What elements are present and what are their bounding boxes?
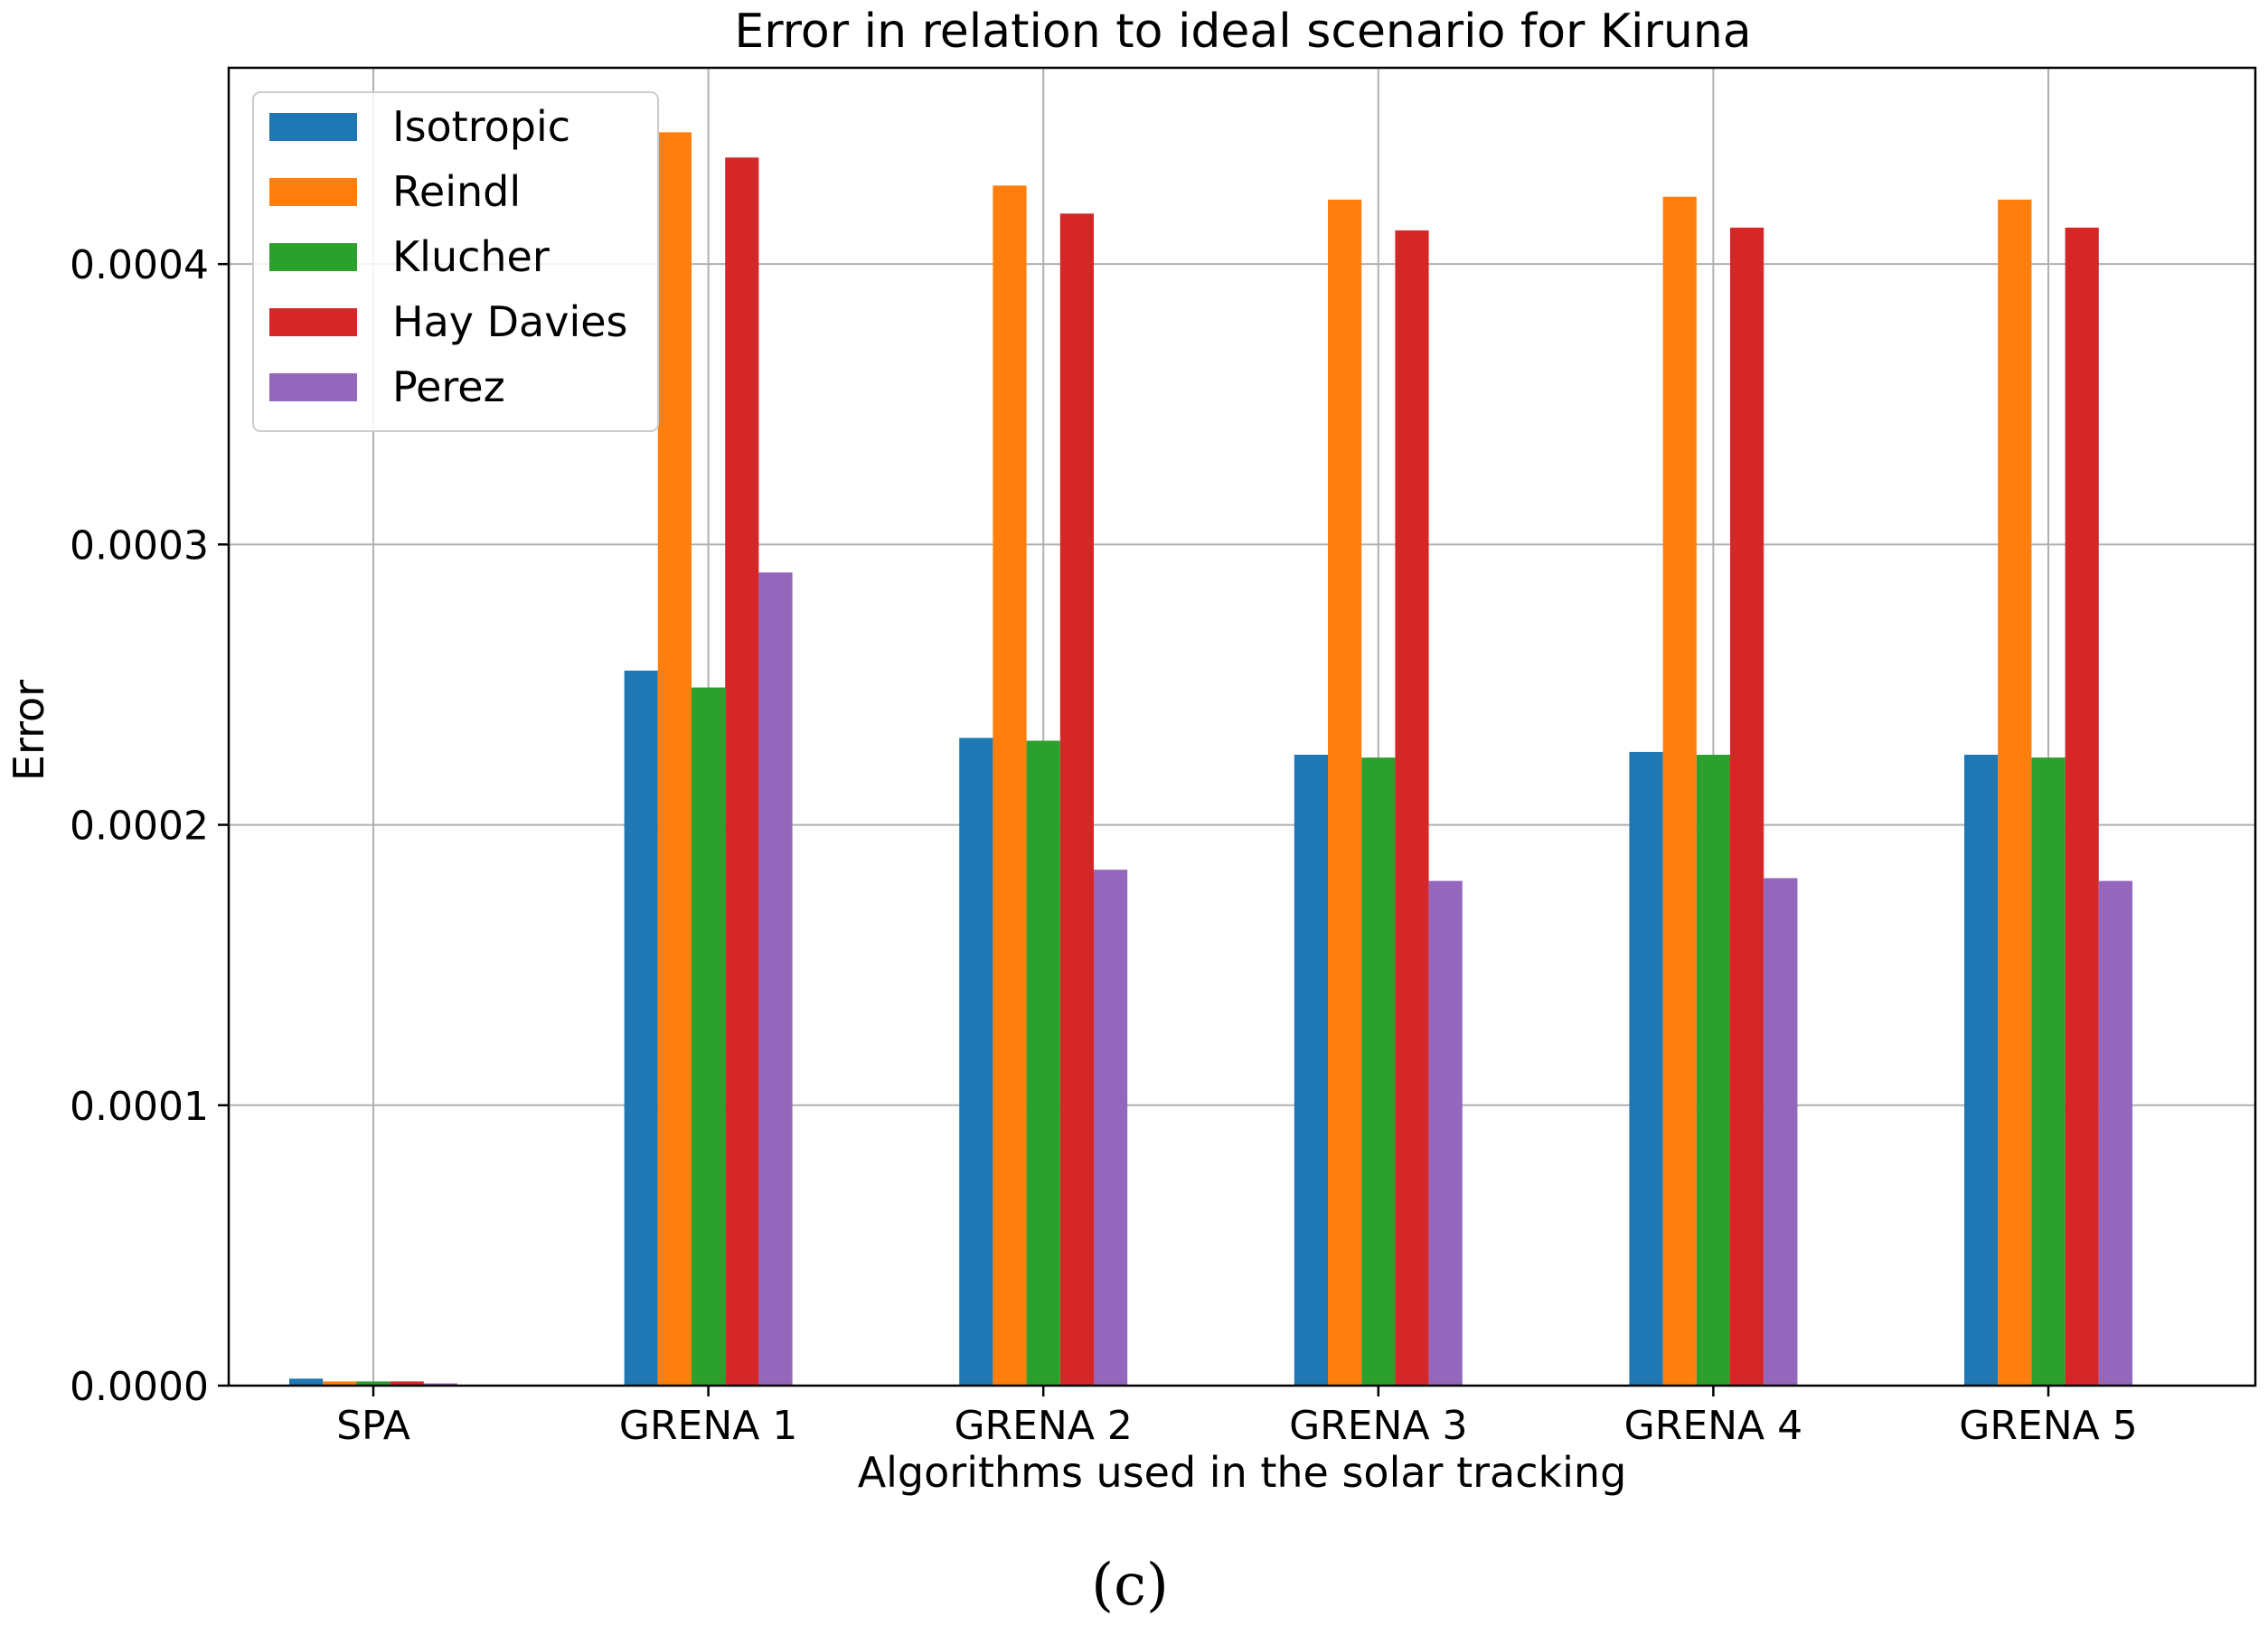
x-axis-label: Algorithms used in the solar tracking (858, 1448, 1627, 1497)
bar-hay-davies-grena-4 (1730, 227, 1765, 1386)
legend-label: Perez (392, 362, 505, 411)
bar-hay-davies-grena-3 (1395, 230, 1429, 1387)
legend-swatch (269, 243, 357, 271)
legend-label: Isotropic (392, 102, 570, 151)
legend-swatch (269, 178, 357, 206)
bar-perez-grena-1 (758, 572, 793, 1386)
bar-hay-davies-grena-2 (1059, 213, 1094, 1386)
bar-isotropic-spa (289, 1378, 324, 1386)
x-tick-label: SPA (336, 1403, 410, 1449)
bar-perez-grena-4 (1764, 878, 1798, 1386)
bar-reindl-grena-4 (1662, 196, 1697, 1386)
bar-perez-grena-2 (1094, 870, 1128, 1386)
x-tick-label: GRENA 1 (619, 1403, 797, 1449)
bar-klucher-grena-2 (1026, 740, 1060, 1386)
bar-klucher-grena-5 (2031, 757, 2066, 1386)
x-tick-label: GRENA 3 (1289, 1403, 1467, 1449)
y-tick-label: 0.0002 (70, 804, 209, 850)
bar-perez-grena-3 (1428, 880, 1463, 1386)
bar-perez-grena-5 (2098, 880, 2132, 1386)
legend-label: Klucher (392, 232, 550, 281)
bar-hay-davies-grena-1 (725, 157, 759, 1387)
legend-label: Hay Davies (392, 297, 628, 346)
y-tick-label: 0.0001 (70, 1084, 209, 1130)
bar-isotropic-grena-2 (959, 738, 993, 1386)
plot-frame (227, 66, 2257, 1387)
bar-klucher-grena-3 (1361, 757, 1396, 1386)
y-axis-ticks: 0.0000 0.0001 0.0002 0.0003 0.0004 (70, 242, 229, 1410)
bar-isotropic-grena-4 (1629, 751, 1663, 1386)
x-tick-label: GRENA 2 (954, 1403, 1132, 1449)
bar-isotropic-grena-1 (624, 670, 658, 1386)
bar-reindl-grena-2 (993, 185, 1027, 1387)
legend-swatch (269, 113, 357, 141)
bar-reindl-grena-5 (1998, 199, 2032, 1386)
y-tick-label: 0.0000 (70, 1364, 209, 1410)
legend-swatch (269, 373, 357, 401)
bars (289, 132, 2132, 1387)
y-tick-label: 0.0004 (70, 242, 209, 288)
legend-label: Reindl (392, 167, 521, 216)
y-tick-label: 0.0003 (70, 522, 209, 569)
x-tick-label: GRENA 5 (1959, 1403, 2137, 1449)
x-axis-ticks: SPA GRENA 1 GRENA 2 GRENA 3 GRENA 4 GRENA 5 (336, 1386, 2138, 1449)
legend-box (252, 91, 659, 432)
legend: Isotropic Reindl Klucher Hay Davies Perez (252, 91, 659, 432)
bar-klucher-grena-4 (1696, 755, 1730, 1386)
bar-reindl-spa (323, 1381, 357, 1386)
x-tick-label: GRENA 4 (1624, 1403, 1802, 1449)
chart-title: Error in relation to ideal scenario for … (734, 5, 1751, 59)
y-axis-label: Error (5, 680, 53, 781)
bar-reindl-grena-1 (657, 132, 692, 1387)
bar-klucher-spa (356, 1381, 391, 1386)
figure-caption: (c) (1091, 1552, 1169, 1619)
legend-swatch (269, 308, 357, 336)
bar-klucher-grena-1 (692, 687, 726, 1386)
bar-hay-davies-grena-5 (2065, 227, 2099, 1386)
bar-isotropic-grena-3 (1294, 755, 1328, 1386)
bar-isotropic-grena-5 (1964, 755, 1999, 1386)
bar-reindl-grena-3 (1328, 199, 1362, 1386)
bar-hay-davies-spa (390, 1381, 424, 1386)
